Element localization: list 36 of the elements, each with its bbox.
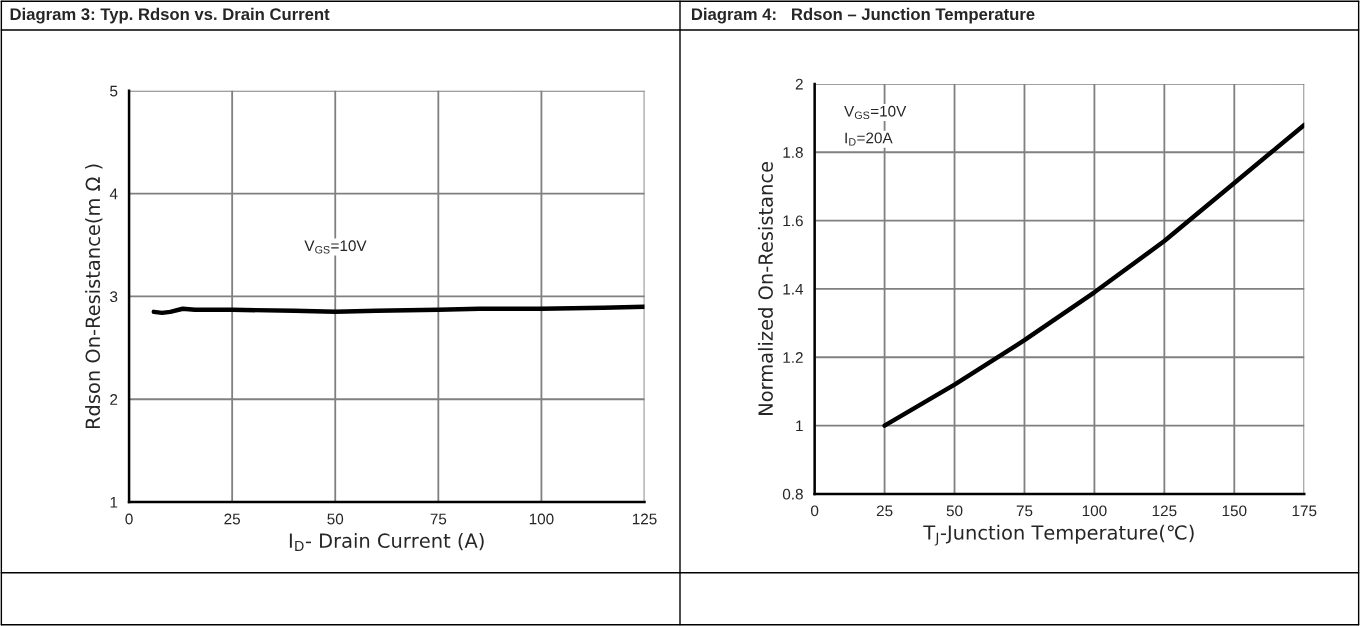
x-tick-label: 125 [1152, 505, 1177, 517]
x-tick-label: 75 [430, 513, 447, 525]
x-tick-label: 175 [1292, 505, 1317, 517]
annotation: V$_{GS}$=10V [844, 105, 907, 120]
annotation: I$_{D}$=20A [845, 132, 893, 146]
y-tick-label: 0.8 [782, 488, 803, 500]
line-series [151, 304, 645, 316]
x-tick-label: 125 [632, 513, 657, 525]
x-tick-label: 0 [125, 513, 133, 525]
x-tick-label: 25 [876, 505, 893, 517]
x-tick-label: 75 [1016, 505, 1033, 517]
chart-title: Diagram 4: Rdson – Junction Temperature [691, 7, 1035, 24]
chart-title: Diagram 3: Typ. Rdson vs. Drain Current [10, 7, 330, 24]
y-tick-label: 5 [110, 85, 118, 97]
x-tick-label: 100 [529, 513, 554, 525]
annotation: V$_{GS}$=10V [304, 240, 367, 254]
x-axis-title: I$_{D}$- Drain Current (A) [289, 532, 484, 551]
x-tick-label: 50 [327, 513, 344, 525]
y-tick-label: 1.4 [783, 283, 804, 295]
y-tick-label: 1 [796, 420, 803, 432]
x-tick-label: 50 [946, 505, 963, 517]
y-tick-label: 3 [110, 291, 118, 303]
y-tick-label: 4 [109, 188, 118, 200]
y-tick-label: 1.6 [783, 215, 803, 227]
x-tick-label: 100 [1082, 505, 1107, 517]
y-tick-label: 2 [795, 78, 803, 90]
y-tick-label: 1.8 [783, 147, 803, 158]
y-axis-title: Normalized On-Resistance [757, 162, 773, 415]
y-axis-title: Rdson On-Resistance(m Ω ) [85, 164, 103, 429]
x-tick-label: 0 [810, 505, 819, 517]
y-tick-label: 1 [110, 497, 118, 508]
x-tick-label: 25 [224, 513, 241, 525]
y-tick-label: 2 [110, 394, 118, 405]
x-axis-title: T$_{J}$-Junction Temperature(℃) [923, 524, 1194, 546]
x-tick-label: 150 [1222, 505, 1247, 517]
y-tick-label: 1.2 [783, 352, 803, 363]
